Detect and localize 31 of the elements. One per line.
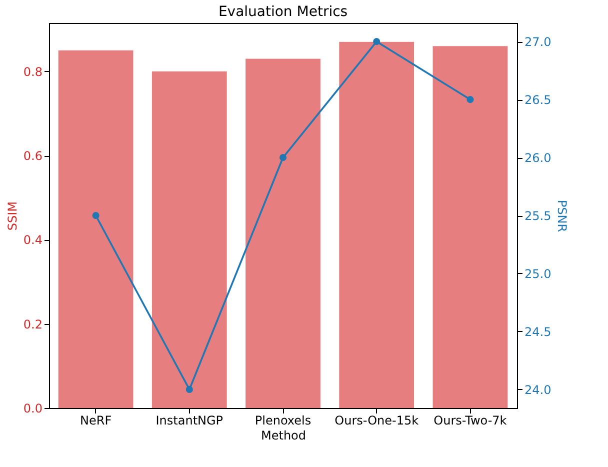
y-tick-label: 0.4 <box>23 233 42 248</box>
bar <box>432 46 508 408</box>
point <box>186 386 193 393</box>
bar <box>58 50 134 408</box>
x-axis-title: Method <box>260 428 306 442</box>
y2-tick-label: 27.0 <box>524 35 552 50</box>
point <box>92 212 100 220</box>
y2-tick-label: 25.5 <box>524 209 552 223</box>
y2-tick-label: 25.0 <box>524 266 552 281</box>
x-tick-label: InstantNGP <box>156 414 224 428</box>
y2-tick-label: 24.5 <box>524 324 552 339</box>
y-tick-label: 0.2 <box>23 317 42 332</box>
y-tick-label: 0.6 <box>23 149 42 164</box>
y2-tick-label: 24.0 <box>524 382 552 397</box>
x-tick-label: Ours-Two-7k <box>434 414 507 428</box>
point <box>279 154 287 162</box>
x-tick-label: Plenoxels <box>254 414 312 428</box>
point <box>466 96 474 104</box>
y-tick-label: 0.8 <box>23 64 42 79</box>
bar <box>246 58 320 408</box>
y2-tick-label: 26.0 <box>524 151 552 166</box>
chart-title: Evaluation Metrics <box>218 4 348 20</box>
y-axis-title: SSIM <box>5 201 20 231</box>
y-tick-label: 0.0 <box>23 402 42 416</box>
bar <box>152 71 227 408</box>
bar <box>339 42 414 408</box>
point <box>373 38 380 46</box>
y2-axis-title: PSNR <box>555 200 570 232</box>
x-tick-label: NeRF <box>80 414 112 428</box>
x-tick-label: Ours-One-15k <box>334 414 419 428</box>
y2-tick-label: 26.5 <box>524 93 552 108</box>
